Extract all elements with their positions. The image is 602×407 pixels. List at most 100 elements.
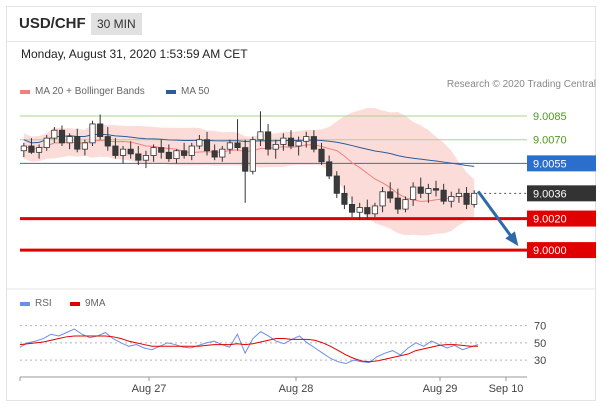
candle-body: [257, 131, 264, 141]
legend-ma50-label: MA 50: [181, 86, 210, 97]
candle-body: [463, 192, 470, 205]
rsi-ma-swatch: [70, 301, 80, 306]
currency-pair-title: USD/CHF: [19, 15, 86, 32]
candles-group: [20, 111, 478, 221]
candle-body: [432, 188, 440, 191]
level-label-3: 9.0036: [533, 188, 567, 200]
research-credit: Research © 2020 Trading Central: [446, 79, 596, 90]
rsi-level-label-0: 70: [534, 321, 546, 333]
candle-body: [440, 189, 447, 202]
candle-body: [341, 192, 348, 205]
candle-body: [371, 205, 379, 215]
candle-body: [74, 136, 81, 150]
candle-body: [417, 186, 424, 194]
candle-body: [425, 188, 432, 194]
candle-body: [142, 155, 150, 161]
candle-body: [348, 203, 356, 213]
candle-body: [226, 142, 233, 150]
candle-body: [287, 137, 295, 147]
candle-body: [387, 191, 394, 199]
x-tick-label-2: Aug 29: [423, 383, 458, 395]
candle-body: [158, 147, 165, 153]
legend-ma50: MA 50: [166, 86, 209, 97]
candle-body: [272, 144, 279, 150]
candle-body: [196, 139, 203, 147]
candle-body: [150, 147, 157, 156]
level-label-0: 9.0085: [533, 111, 567, 123]
timeframe-badge[interactable]: 30 MIN: [91, 13, 142, 35]
chart-widget: USD/CHF 30 MIN Monday, August 31, 2020 1…: [6, 6, 596, 401]
rsi-level-label-1: 50: [534, 338, 546, 350]
candle-body: [104, 136, 111, 147]
candle-body: [310, 136, 317, 150]
candle-body: [356, 207, 363, 213]
candle-body: [364, 207, 371, 215]
candle-body: [326, 161, 333, 177]
ma20-swatch: [20, 89, 30, 94]
timestamp: Monday, August 31, 2020 1:53:59 AM CET: [21, 47, 248, 61]
level-label-2: 9.0055: [533, 158, 567, 170]
rsi-series-9ma: [19, 335, 478, 363]
candle-body: [203, 139, 211, 152]
candle-body: [28, 145, 35, 153]
candle-body: [295, 140, 302, 147]
candle-body: [234, 142, 241, 148]
candle-body: [66, 136, 73, 144]
ma50-swatch: [166, 89, 176, 94]
legend-ma20-label: MA 20 + Bollinger Bands: [35, 86, 145, 97]
level-label-5: 9.0000: [533, 245, 567, 257]
candle-body: [265, 131, 272, 150]
candle-body: [97, 123, 104, 137]
candle-body: [165, 151, 172, 160]
candle-body: [58, 129, 66, 144]
candle-body: [410, 186, 417, 201]
candle-body: [36, 147, 43, 153]
candle-body: [43, 137, 50, 148]
candle-body: [119, 148, 127, 156]
level-label-1: 9.0070: [533, 135, 567, 147]
candle-body: [173, 150, 180, 160]
level-tag-3: [527, 185, 596, 202]
candle-body: [219, 148, 226, 158]
candle-body: [20, 145, 27, 152]
ma20-line: [23, 140, 475, 202]
candle-body: [280, 137, 287, 145]
candle-body: [303, 136, 310, 142]
candle-body: [318, 148, 325, 163]
legend-rsi-label: RSI: [35, 298, 52, 309]
level-label-4: 9.0020: [533, 214, 567, 226]
candle-body: [188, 145, 195, 156]
candle-body: [333, 175, 340, 194]
x-tick-label-1: Aug 28: [279, 383, 314, 395]
candle-body: [127, 148, 134, 155]
candle-body: [181, 150, 188, 156]
candle-body: [471, 192, 478, 205]
legend-9ma: 9MA: [70, 298, 106, 309]
chart-header: USD/CHF 30 MIN: [7, 7, 595, 42]
legend-rsi: RSI: [20, 298, 52, 309]
forecast-arrow-head: [505, 231, 519, 247]
level-tag-2: [527, 155, 596, 172]
candle-body: [249, 139, 256, 172]
level-tag-4: [527, 210, 596, 227]
x-tick-label-0: Aug 27: [132, 383, 167, 395]
candle-body: [455, 192, 462, 197]
candle-body: [211, 150, 218, 158]
candle-body: [89, 123, 96, 144]
rsi-series-rsi: [19, 328, 479, 365]
candle-body: [394, 197, 401, 210]
candle-body: [448, 196, 455, 202]
rsi-swatch: [20, 301, 30, 306]
x-tick-label-3: Sep 10: [489, 383, 524, 395]
candle-body: [81, 142, 88, 150]
forecast-arrow-shaft: [476, 190, 518, 244]
candle-body: [242, 147, 249, 172]
candle-body: [402, 199, 409, 210]
legend-9ma-label: 9MA: [85, 298, 106, 309]
level-tag-5: [527, 242, 596, 259]
candle-body: [379, 191, 386, 207]
legend-ma20: MA 20 + Bollinger Bands: [20, 86, 145, 97]
rsi-level-label-2: 30: [534, 355, 546, 367]
candle-body: [51, 129, 58, 139]
